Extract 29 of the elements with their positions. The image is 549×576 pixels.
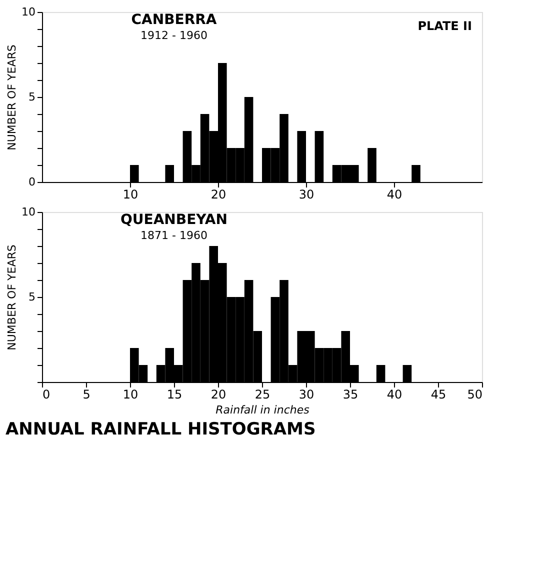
y-tick-label: 10 — [22, 6, 36, 18]
x-tick-label: 30 — [298, 388, 314, 402]
x-tick-label: 40 — [386, 388, 402, 402]
x-tick-label: 20 — [210, 388, 226, 402]
y-axis-title: NUMBER OF YEARS — [6, 44, 19, 150]
x-axis-title: Rainfall in inches — [216, 404, 310, 416]
x-tick-label: 50 — [467, 388, 482, 402]
x-tick-label: 25 — [254, 388, 270, 402]
text: ANNUAL RAINFALL HISTOGRAMS — [6, 420, 316, 440]
x-tick-label: 10 — [122, 188, 138, 202]
x-tick-label: 40 — [386, 188, 402, 202]
x-tick-label: 20 — [210, 188, 226, 202]
y-tick-label: 10 — [22, 206, 36, 218]
x-tick-label: 35 — [342, 388, 358, 402]
x-tick-label: 15 — [166, 388, 182, 402]
x-tick-label: 30 — [298, 188, 314, 202]
y-tick-label: 5 — [28, 290, 36, 304]
annotation: PLATE II — [418, 19, 472, 33]
x-tick-label: 45 — [430, 388, 446, 402]
chart-title: QUEANBEYAN — [120, 212, 228, 228]
text: 1912 - 1960 — [140, 29, 208, 42]
x-tick-label: 10 — [122, 388, 138, 402]
x-tick-label: 0 — [42, 388, 50, 402]
x-tick-label: 5 — [82, 388, 90, 402]
chart-title: CANBERRA — [131, 12, 217, 28]
y-tick-label: 0 — [28, 176, 36, 188]
y-axis-title: NUMBER OF YEARS — [6, 244, 19, 350]
y-tick-label: 5 — [28, 90, 36, 104]
text: 1871 - 1960 — [140, 229, 208, 242]
